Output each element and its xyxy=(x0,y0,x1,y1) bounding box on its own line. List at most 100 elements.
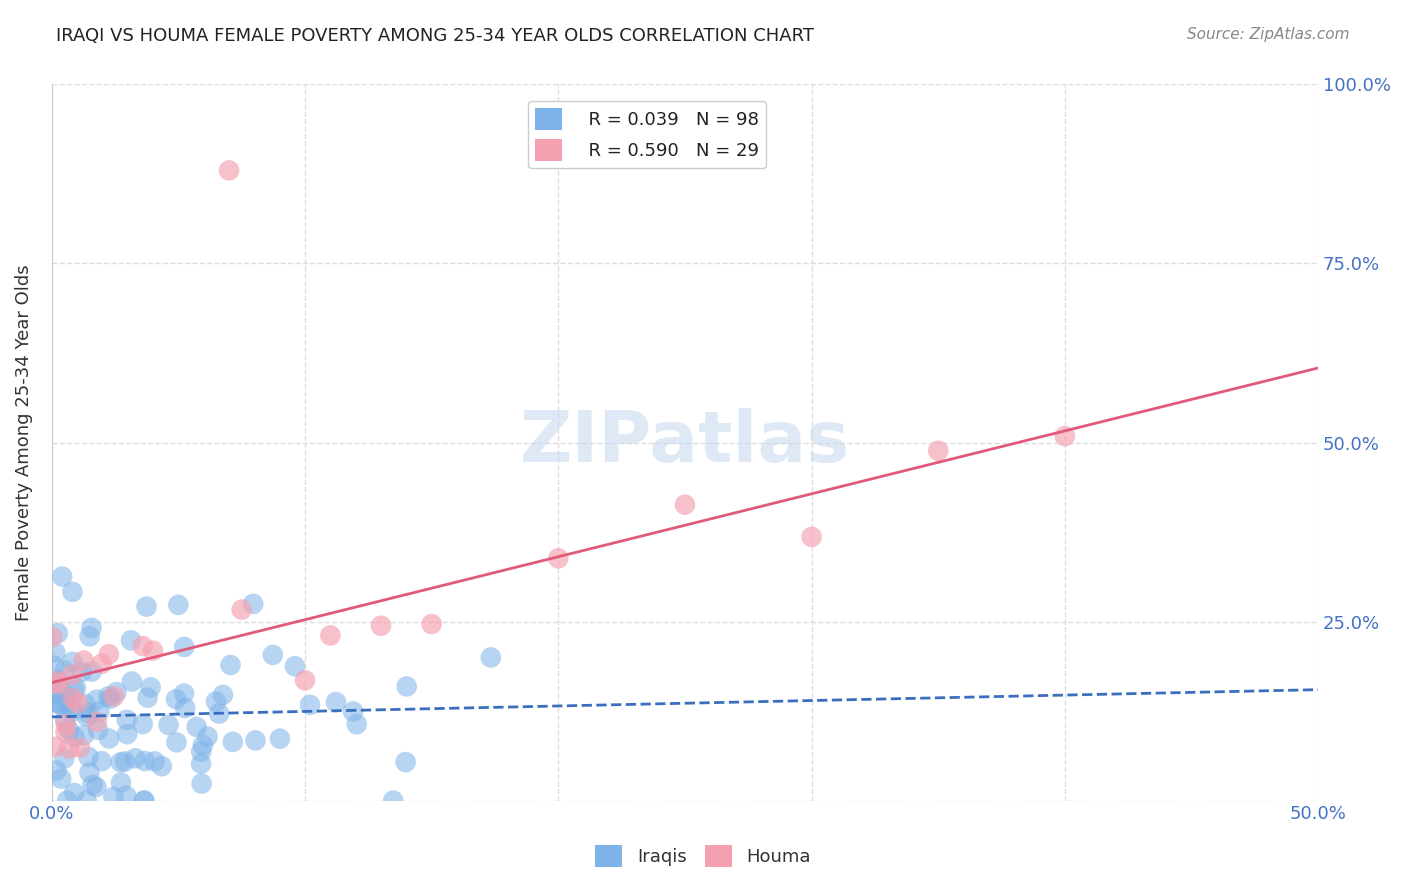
Iraqis xyxy=(42,658,65,673)
Iraqis xyxy=(65,681,87,695)
Iraqis xyxy=(77,706,100,721)
Iraqis xyxy=(284,659,307,673)
Iraqis xyxy=(139,681,162,695)
Iraqis xyxy=(41,681,63,695)
Iraqis xyxy=(143,755,166,769)
Houma xyxy=(800,530,823,544)
Iraqis xyxy=(131,717,153,731)
Houma xyxy=(45,674,67,689)
Iraqis xyxy=(120,633,142,648)
Iraqis xyxy=(87,723,110,737)
Iraqis xyxy=(60,655,83,669)
Houma xyxy=(62,691,84,706)
Iraqis xyxy=(186,720,208,734)
Houma xyxy=(41,630,63,644)
Iraqis xyxy=(59,700,82,714)
Houma xyxy=(55,724,77,739)
Legend: Iraqis, Houma: Iraqis, Houma xyxy=(588,838,818,874)
Iraqis xyxy=(100,691,122,706)
Iraqis xyxy=(79,765,101,780)
Houma xyxy=(294,673,316,688)
Iraqis xyxy=(212,688,235,702)
Iraqis xyxy=(134,794,156,808)
Iraqis xyxy=(262,648,284,662)
Houma xyxy=(370,618,392,632)
Iraqis xyxy=(103,789,125,804)
Iraqis xyxy=(242,597,264,611)
Houma xyxy=(218,163,240,178)
Iraqis xyxy=(269,731,291,746)
Iraqis xyxy=(51,569,73,583)
Legend:   R = 0.039   N = 98,   R = 0.590   N = 29: R = 0.039 N = 98, R = 0.590 N = 29 xyxy=(529,101,766,169)
Iraqis xyxy=(124,751,146,765)
Text: ZIPatlas: ZIPatlas xyxy=(520,408,851,477)
Text: Source: ZipAtlas.com: Source: ZipAtlas.com xyxy=(1187,27,1350,42)
Iraqis xyxy=(53,664,76,678)
Iraqis xyxy=(110,756,132,770)
Iraqis xyxy=(382,794,405,808)
Iraqis xyxy=(82,778,104,792)
Iraqis xyxy=(205,695,228,709)
Iraqis xyxy=(89,705,111,719)
Iraqis xyxy=(70,665,93,679)
Iraqis xyxy=(63,786,86,800)
Houma xyxy=(97,647,120,661)
Iraqis xyxy=(190,745,212,759)
Houma xyxy=(48,677,70,691)
Iraqis xyxy=(190,756,212,771)
Iraqis xyxy=(136,690,159,705)
Iraqis xyxy=(76,794,98,808)
Iraqis xyxy=(135,599,157,614)
Iraqis xyxy=(45,764,67,778)
Iraqis xyxy=(479,650,502,665)
Iraqis xyxy=(48,673,70,688)
Iraqis xyxy=(80,665,103,679)
Houma xyxy=(60,668,83,682)
Iraqis xyxy=(56,696,79,710)
Iraqis xyxy=(299,698,322,712)
Iraqis xyxy=(132,794,155,808)
Iraqis xyxy=(165,692,187,706)
Iraqis xyxy=(191,738,214,752)
Text: IRAQI VS HOUMA FEMALE POVERTY AMONG 25-34 YEAR OLDS CORRELATION CHART: IRAQI VS HOUMA FEMALE POVERTY AMONG 25-3… xyxy=(56,27,814,45)
Iraqis xyxy=(115,789,138,803)
Houma xyxy=(58,741,80,756)
Iraqis xyxy=(80,621,103,635)
Iraqis xyxy=(75,697,97,711)
Iraqis xyxy=(325,695,347,709)
Iraqis xyxy=(222,735,245,749)
Iraqis xyxy=(58,723,80,737)
Iraqis xyxy=(86,692,108,706)
Iraqis xyxy=(63,683,86,698)
Houma xyxy=(547,551,569,566)
Houma xyxy=(73,654,96,668)
Houma xyxy=(131,639,153,653)
Iraqis xyxy=(114,755,136,769)
Iraqis xyxy=(53,751,76,765)
Iraqis xyxy=(394,755,416,769)
Houma xyxy=(142,643,165,657)
Iraqis xyxy=(45,688,67,702)
Iraqis xyxy=(110,775,132,789)
Iraqis xyxy=(48,696,70,710)
Iraqis xyxy=(157,718,180,732)
Iraqis xyxy=(86,780,108,794)
Iraqis xyxy=(60,705,83,719)
Iraqis xyxy=(58,690,80,704)
Iraqis xyxy=(245,733,267,747)
Houma xyxy=(1053,429,1076,443)
Y-axis label: Female Poverty Among 25-34 Year Olds: Female Poverty Among 25-34 Year Olds xyxy=(15,264,32,621)
Iraqis xyxy=(48,696,70,710)
Iraqis xyxy=(73,728,96,742)
Iraqis xyxy=(46,626,69,640)
Iraqis xyxy=(197,730,219,744)
Houma xyxy=(103,690,125,704)
Houma xyxy=(319,628,342,642)
Iraqis xyxy=(166,735,188,749)
Houma xyxy=(86,714,108,729)
Iraqis xyxy=(346,717,368,731)
Iraqis xyxy=(174,701,197,715)
Iraqis xyxy=(63,730,86,744)
Iraqis xyxy=(115,727,138,741)
Houma xyxy=(66,696,89,710)
